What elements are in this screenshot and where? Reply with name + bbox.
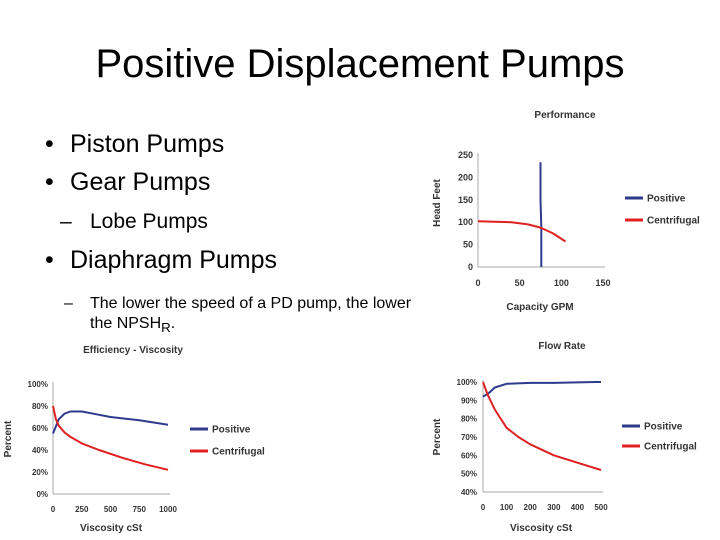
x-tick-label: 150 [595,278,610,288]
chart-title: Flow Rate [538,341,586,352]
x-tick-label: 300 [547,503,561,512]
bullet-glyph: • [45,168,54,196]
legend-label: Positive [647,194,686,205]
y-tick-label: 60% [32,424,48,433]
y-tick-label: 200 [458,172,473,182]
y-tick-label: 250 [458,150,473,160]
slide-title: Positive Displacement Pumps [95,42,625,86]
x-tick-label: 100 [554,278,569,288]
y-axis-label: Percent [432,418,443,455]
sub-bullet-item: – Lobe Pumps [60,210,420,246]
y-tick-label: 100 [458,217,473,227]
y-tick-label: 40% [461,488,477,497]
y-tick-label: 80% [461,415,477,424]
x-tick-label: 0 [475,278,480,288]
x-tick-label: 0 [51,505,56,514]
legend-label: Positive [212,425,251,436]
x-tick-label: 250 [75,505,89,514]
bullet-item: • Diaphragm Pumps [40,246,420,284]
y-tick-label: 0% [36,490,48,499]
x-tick-label: 0 [481,503,486,512]
bullet-list: • Piston Pumps • Gear Pumps – Lobe Pumps… [40,130,420,338]
x-tick-label: 1000 [159,505,177,514]
bullet-text: Gear Pumps [70,168,211,196]
dash-glyph: – [60,210,72,233]
series-line-centrifugal [482,381,602,471]
legend-label: Positive [644,422,683,433]
y-axis-label: Head Feet [432,178,443,226]
y-tick-label: 100% [457,378,477,387]
y-tick-label: 0 [468,262,473,272]
y-tick-label: 70% [461,433,477,442]
y-axis-label: Percent [3,420,14,457]
bullet-text: Diaphragm Pumps [70,246,278,274]
y-tick-label: 50 [463,240,473,250]
note-text: The lower the speed of a PD pump, the lo… [90,295,412,332]
x-tick-label: 500 [594,503,608,512]
x-tick-label: 750 [133,505,147,514]
legend-label: Centrifugal [212,447,265,458]
series-line-centrifugal [52,405,169,471]
x-tick-label: 200 [524,503,538,512]
bullet-item: • Gear Pumps [40,168,420,206]
legend-label: Centrifugal [644,442,697,453]
x-axis-label: Capacity GPM [506,302,573,313]
chart-title: Efficiency - Viscosity [83,345,183,356]
x-tick-label: 500 [104,505,118,514]
bullet-text: Piston Pumps [70,130,225,158]
x-axis-label: Viscosity cSt [510,523,573,534]
series-line-positive [539,162,543,267]
y-tick-label: 100% [28,380,48,389]
y-tick-label: 90% [461,396,477,405]
x-tick-label: 400 [571,503,585,512]
series-line-positive [52,410,169,434]
legend-label: Centrifugal [647,216,700,227]
bullet-text: Lobe Pumps [90,210,208,233]
x-axis-label: Viscosity cSt [80,523,143,534]
bullet-item: • Piston Pumps [40,130,420,168]
note-subscript: R [161,320,171,336]
sub-bullet-item: – The lower the speed of a PD pump, the … [60,294,420,338]
y-tick-label: 150 [458,195,473,205]
y-tick-label: 80% [32,402,48,411]
dash-glyph: – [64,295,73,312]
series-line-centrifugal [477,220,567,243]
series-line-positive [482,381,601,398]
y-tick-label: 40% [32,446,48,455]
x-tick-label: 100 [500,503,514,512]
bullet-glyph: • [45,130,54,158]
chart-title: Performance [534,110,596,121]
note-end: . [170,315,176,332]
y-tick-label: 50% [461,470,477,479]
bullet-glyph: • [45,246,54,274]
x-tick-label: 50 [515,278,525,288]
y-tick-label: 20% [32,468,48,477]
y-tick-label: 60% [461,451,477,460]
